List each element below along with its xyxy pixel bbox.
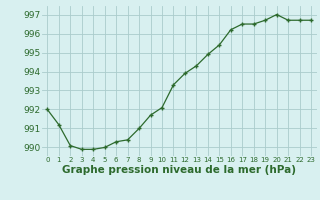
X-axis label: Graphe pression niveau de la mer (hPa): Graphe pression niveau de la mer (hPa) (62, 165, 296, 175)
